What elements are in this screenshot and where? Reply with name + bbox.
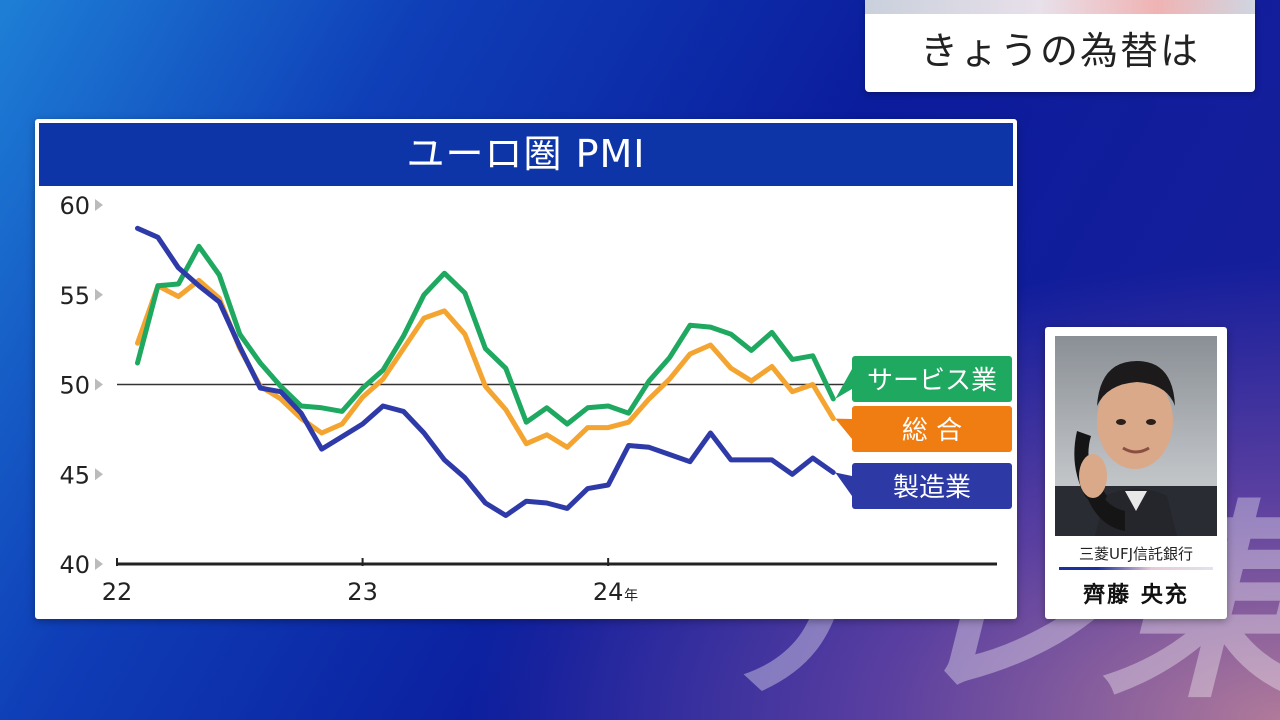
series-line-services — [135, 243, 836, 427]
chart-title: ユーロ圏 PMI — [39, 123, 1013, 186]
y-tick-marker-60 — [95, 199, 103, 211]
guest-card: 三菱UFJ信託銀行 齊藤 央充 — [1045, 327, 1227, 619]
guest-name: 齊藤 央充 — [1083, 583, 1189, 608]
y-tick-label-45: 45 — [59, 461, 90, 489]
legend-services-box — [852, 356, 1012, 402]
guest-photo — [1055, 336, 1217, 536]
y-tick-label-60: 60 — [59, 192, 90, 220]
series-line-composite — [135, 277, 836, 450]
chart-panel: 40 45 50 55 60 22 23 24 年 サービス業総 合製造業 ユーロ圏 PMI — [35, 119, 1017, 619]
header-title-box: きょうの為替は — [865, 0, 1255, 92]
company-underline — [1059, 567, 1213, 570]
legend-manufacturing-pointer — [835, 472, 852, 496]
x-tick-suffix: 年 — [624, 588, 638, 604]
x-tick-label-23: 23 — [347, 578, 378, 606]
guest-company: 三菱UFJ信託銀行 — [1078, 545, 1194, 563]
guest-portrait-illustration — [1055, 361, 1217, 536]
legend-manufacturing-label: 製造業 — [893, 473, 971, 503]
y-tick-marker-45 — [95, 468, 103, 481]
header-accent-strip — [865, 0, 1255, 14]
y-tick-marker-50 — [95, 378, 103, 391]
legend-composite-box — [852, 406, 1012, 452]
y-tick-label-40: 40 — [59, 551, 90, 579]
y-tick-label-55: 55 — [59, 282, 90, 310]
y-tick-label-50: 50 — [59, 372, 90, 400]
legend-manufacturing-box — [852, 463, 1012, 509]
series-line-manufacturing — [135, 225, 836, 518]
legend-composite-pointer — [835, 418, 852, 439]
header-title: きょうの為替は — [919, 29, 1200, 73]
x-tick-label-22: 22 — [102, 578, 133, 606]
y-tick-marker-55 — [95, 288, 103, 301]
legend-services-label: サービス業 — [867, 366, 997, 396]
legend-composite-label: 総 合 — [902, 416, 962, 446]
x-tick-label-24: 24 — [593, 578, 624, 606]
y-tick-marker-40 — [95, 558, 103, 570]
legend-services-pointer — [835, 369, 852, 399]
